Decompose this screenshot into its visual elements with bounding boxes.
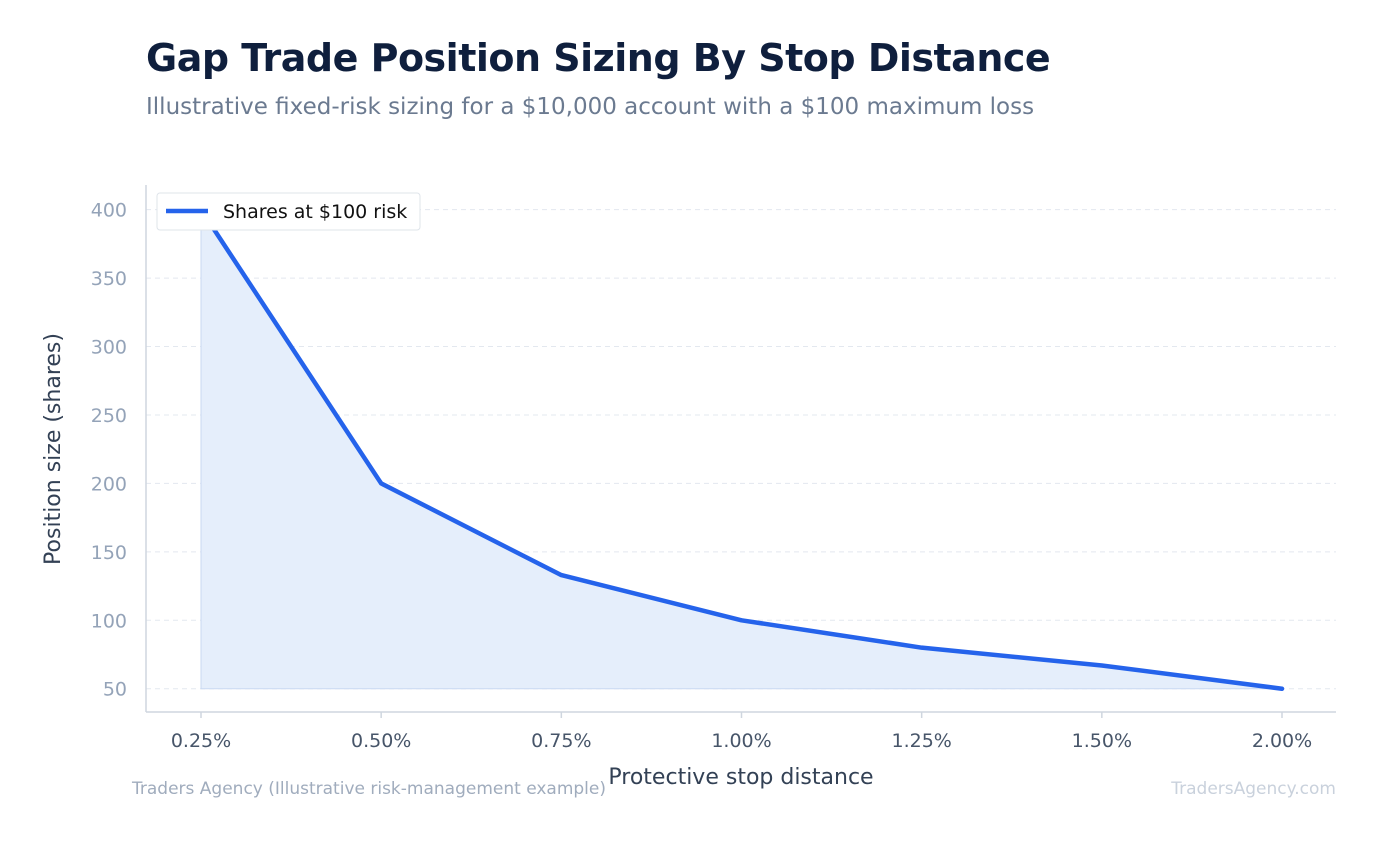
source-note: Traders Agency (Illustrative risk-manage…	[132, 779, 606, 799]
y-tick-label: 50	[103, 679, 127, 701]
data-point-1.00%	[739, 618, 744, 623]
data-point-2.00%	[1280, 686, 1284, 691]
x-tick-label: 2.00%	[1252, 730, 1312, 752]
legend-box	[156, 192, 421, 231]
x-axis-label: Protective stop distance	[608, 765, 873, 790]
y-axis-label: Position size (shares)	[41, 333, 66, 565]
chart-subtitle: Illustrative fixed-risk sizing for a $10…	[146, 94, 1035, 120]
area-fill-layer	[200, 207, 1283, 690]
y-tick-label: 350	[91, 268, 127, 290]
data-point-0.50%	[379, 481, 384, 486]
data-point-0.75%	[559, 573, 564, 578]
watermark: TradersAgency.com	[1171, 779, 1336, 799]
y-tick-labels: 50 100 150 200 250 300 350 400	[91, 200, 127, 701]
x-tick-label: 0.25%	[171, 730, 231, 752]
y-tick-label: 300	[91, 337, 127, 359]
y-tick-label: 200	[91, 473, 127, 495]
x-tick-labels: 0.25% 0.50% 0.75% 1.00% 1.25% 1.50% 2.00%	[171, 730, 1312, 752]
y-tick-label: 250	[91, 405, 127, 427]
x-tick-label: 1.25%	[891, 730, 951, 752]
x-tick-label: 0.75%	[531, 730, 591, 752]
area-fill	[200, 207, 1283, 690]
x-tick-label: 1.00%	[711, 730, 771, 752]
x-tick-label: 0.50%	[351, 730, 411, 752]
legend: Shares at $100 risk	[156, 192, 421, 231]
data-point-1.25%	[919, 645, 924, 650]
y-tick-label: 100	[91, 610, 127, 632]
x-tick-label: 1.50%	[1072, 730, 1132, 752]
chart-title: Gap Trade Position Sizing By Stop Distan…	[146, 36, 1051, 80]
y-tick-label: 150	[91, 542, 127, 564]
y-tick-label: 400	[91, 200, 127, 222]
axes	[145, 185, 1336, 718]
legend-label: Shares at $100 risk	[223, 201, 407, 223]
data-point-1.50%	[1099, 663, 1104, 668]
